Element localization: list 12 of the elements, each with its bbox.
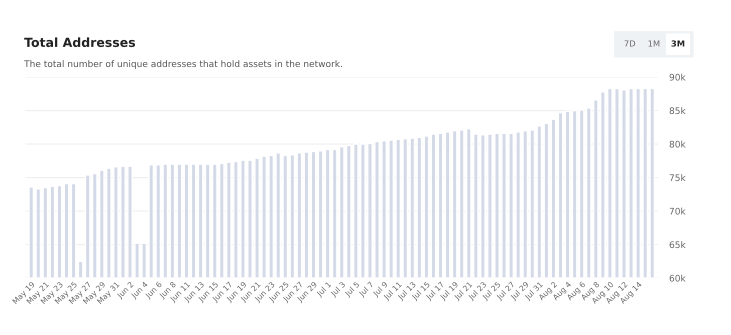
y-tick-label: 70k <box>670 208 686 215</box>
y-tick-label: 60k <box>670 274 686 282</box>
y-tick-label: 65k <box>670 241 686 248</box>
text: 1M <box>648 40 660 47</box>
y-tick-label: 75k <box>670 174 686 182</box>
text: 3M <box>672 40 684 47</box>
y-tick-label: 80k <box>670 140 686 148</box>
y-tick-label: 90k <box>670 74 686 81</box>
text: 7D <box>624 40 636 47</box>
chart-subtitle: The total number of unique addresses that hold assets in the network. <box>24 60 342 69</box>
y-tick-label: 85k <box>670 107 686 114</box>
chart-title: Total Addresses <box>24 37 136 48</box>
